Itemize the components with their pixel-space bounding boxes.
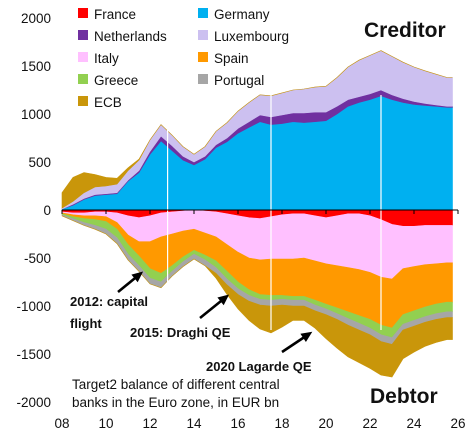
caption-line-1: Target2 balance of different central [72,377,280,392]
y-tick-label: -1000 [16,299,51,314]
legend-swatch-netherlands [78,30,88,40]
y-tick-label: 2000 [21,11,51,26]
debtor-ecb-area [61,215,453,378]
creditor-label: Creditor [364,19,446,42]
x-tick-label: 18 [274,416,289,431]
annotation-1-line-2: flight [70,316,102,331]
x-tick-label: 20 [318,416,333,431]
y-tick-label: -2000 [16,395,51,410]
legend-label-ecb: ECB [94,95,122,110]
y-tick-label: -1500 [16,347,51,362]
y-tick-label: 1500 [21,59,51,74]
x-tick-label: 12 [142,416,157,431]
legend-label-germany: Germany [214,7,270,22]
x-tick-label: 22 [362,416,377,431]
y-tick-label: -500 [24,251,51,266]
x-tick-label: 24 [406,416,422,431]
y-tick-label: 1000 [21,107,51,122]
annotation-2-line-1: 2015: Draghi QE [130,325,231,340]
x-tick-label: 10 [98,416,113,431]
x-tick-label: 16 [230,416,245,431]
caption-line-2: banks in the Euro zone, in EUR bn [72,395,279,410]
legend-label-netherlands: Netherlands [94,29,167,44]
legend-label-greece: Greece [94,73,138,88]
legend-swatch-spain [198,52,208,62]
annotation-3-line-1: 2020 Lagarde QE [206,359,312,374]
legend-label-portugal: Portugal [214,73,264,88]
x-tick-label: 26 [450,416,465,431]
legend-label-luxembourg: Luxembourg [214,29,289,44]
y-tick-label: 0 [43,203,51,218]
annotation-arrowhead-3 [300,331,313,342]
legend-swatch-portugal [198,74,208,84]
annotation-arrowhead-1 [131,271,144,283]
legend-swatch-germany [198,8,208,18]
debtor-label: Debtor [370,385,438,408]
legend-swatch-france [78,8,88,18]
legend-label-italy: Italy [94,51,119,66]
legend-swatch-italy [78,52,88,62]
annotation-arrowhead-2 [217,294,230,306]
x-tick-label: 14 [186,416,202,431]
legend-label-spain: Spain [214,51,249,66]
x-tick-label: 08 [54,416,69,431]
legend-swatch-luxembourg [198,30,208,40]
y-tick-label: 500 [28,155,51,170]
creditor-ecb-creditor-phase-area [61,50,453,209]
legend-label-france: France [94,7,136,22]
annotation-1-line-1: 2012: capital [70,294,148,309]
legend-swatch-greece [78,74,88,84]
legend-swatch-ecb [78,96,88,106]
